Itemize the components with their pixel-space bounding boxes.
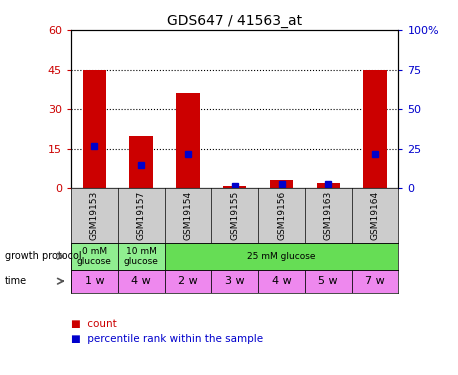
Text: 10 mM
glucose: 10 mM glucose [124, 247, 158, 266]
Bar [164, 270, 211, 292]
Bar [258, 270, 305, 292]
Text: GSM19154: GSM19154 [184, 191, 192, 240]
Title: GDS647 / 41563_at: GDS647 / 41563_at [167, 13, 302, 28]
Text: GSM19163: GSM19163 [324, 191, 333, 240]
Text: 5 w: 5 w [318, 276, 338, 286]
Bar [270, 180, 293, 188]
Text: 0 mM
glucose: 0 mM glucose [77, 247, 112, 266]
Bar [118, 270, 164, 292]
Text: GSM19157: GSM19157 [136, 191, 146, 240]
Bar [176, 93, 200, 188]
Bar [71, 243, 118, 270]
Text: ■  percentile rank within the sample: ■ percentile rank within the sample [71, 334, 263, 344]
Bar [164, 243, 398, 270]
Bar [130, 136, 153, 188]
Bar [71, 270, 118, 292]
Bar [211, 270, 258, 292]
Text: ■  count: ■ count [71, 320, 117, 329]
Text: 25 mM glucose: 25 mM glucose [247, 252, 316, 261]
Bar [363, 70, 387, 188]
Text: GSM19164: GSM19164 [371, 191, 380, 240]
Text: 4 w: 4 w [131, 276, 151, 286]
Text: GSM19153: GSM19153 [90, 191, 99, 240]
Text: growth protocol: growth protocol [5, 251, 81, 261]
Text: time: time [5, 276, 27, 286]
Bar [223, 186, 246, 188]
Bar [352, 270, 398, 292]
Text: 3 w: 3 w [225, 276, 245, 286]
Text: 4 w: 4 w [272, 276, 291, 286]
Bar [118, 243, 164, 270]
Bar [83, 70, 106, 188]
Text: GSM19155: GSM19155 [230, 191, 239, 240]
Bar [316, 183, 340, 188]
Text: 2 w: 2 w [178, 276, 198, 286]
Bar [305, 270, 352, 292]
Text: 7 w: 7 w [365, 276, 385, 286]
Text: 1 w: 1 w [85, 276, 104, 286]
Text: GSM19156: GSM19156 [277, 191, 286, 240]
